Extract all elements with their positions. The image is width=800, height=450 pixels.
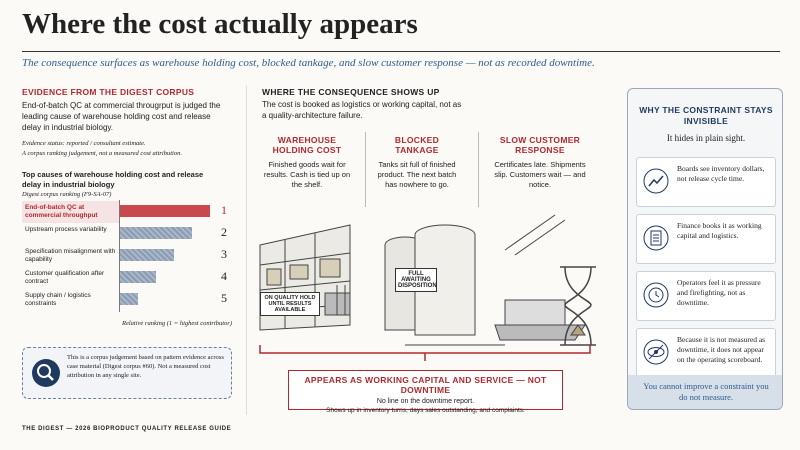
icon xyxy=(643,225,669,251)
icon xyxy=(643,339,669,365)
highlight xyxy=(22,201,120,223)
tank-sign: FULL AWAITING DISPOSITION xyxy=(395,268,437,292)
rank-bar xyxy=(120,271,156,283)
cause-label: End-of-batch QC at commercial throughput xyxy=(25,204,98,220)
result-box: APPEARS AS WORKING CAPITAL AND SERVICE —… xyxy=(288,370,563,414)
ranking-source: Digest corpus ranking (F9-SA-07) xyxy=(22,191,112,198)
middle-heading: WHERE THE CONSEQUENCE SHOWS UP xyxy=(262,87,440,97)
rank-bar xyxy=(120,249,174,261)
left-body: End-of-batch QC at commercial througrput… xyxy=(22,101,221,132)
divider xyxy=(365,132,366,207)
panel-title: WHY THE CONSTRAINT STAYS INVISIBLE xyxy=(639,105,773,127)
axis-line xyxy=(119,200,120,312)
hold-sign: ON QUALITY HOLD UNTIL RESULTS AVAILABLE xyxy=(260,292,320,316)
rule xyxy=(22,51,780,52)
middle-body: The cost is booked as logistics or worki… xyxy=(262,100,462,120)
divider xyxy=(246,85,247,415)
result-title: APPEARS AS WORKING CAPITAL AND SERVICE —… xyxy=(304,375,547,395)
reason-text: Operators feel it as pressure and firefi… xyxy=(677,278,761,307)
ranking-title: Top causes of warehouse holding cost and… xyxy=(22,170,204,189)
callout: This is a corpus judgement based on patt… xyxy=(22,347,232,399)
reason-text: Boards see inventory dollars, not releas… xyxy=(677,164,765,183)
reason: Boards see inventory dollars, not releas… xyxy=(636,157,776,207)
reason: Because it is not measured as downtime, … xyxy=(636,328,776,380)
panel-footer: You cannot improve a constraint you do n… xyxy=(628,375,782,409)
column-title: WAREHOUSE HOLDING COST xyxy=(272,135,342,155)
rank-bar xyxy=(120,205,210,217)
panel-subtitle: It hides in plain sight. xyxy=(666,133,746,143)
column-text: Finished goods wait for results. Cash is… xyxy=(263,160,351,190)
result-line: Shows up in inventory turns, days sales … xyxy=(326,407,525,414)
cause-label: Upstream process variability xyxy=(25,226,107,233)
divider xyxy=(478,132,479,207)
cause-label: Supply chain / logistics constraints xyxy=(25,292,91,308)
callout-text: This is a corpus judgement based on patt… xyxy=(67,354,224,379)
rank-bar xyxy=(120,227,192,239)
column-text: Tanks sit full of finished product. The … xyxy=(377,160,457,190)
subtitle: The consequence surfaces as warehouse ho… xyxy=(22,57,595,69)
side-panel: WHY THE CONSTRAINT STAYS INVISIBLE It hi… xyxy=(627,88,783,410)
ranking-note: Relative ranking (1 = highest contributo… xyxy=(122,320,232,327)
rank-number: 4 xyxy=(221,269,227,283)
icon xyxy=(643,282,669,308)
column-text: Certificates late. Shipments slip. Custo… xyxy=(494,160,586,190)
rank-number: 2 xyxy=(221,225,227,239)
left-heading: EVIDENCE FROM THE DIGEST CORPUS xyxy=(22,87,195,97)
rank-bar xyxy=(120,293,138,305)
cause-label: Customer qualification after contract xyxy=(25,270,105,286)
rank-number: 5 xyxy=(221,291,227,305)
reason-text: Finance books it as working capital and … xyxy=(677,221,762,240)
rank-number: 1 xyxy=(221,203,227,217)
reason: Operators feel it as pressure and firefi… xyxy=(636,271,776,321)
reason: Finance books it as working capital and … xyxy=(636,214,776,264)
result-line: No line on the downtime report. xyxy=(376,398,475,405)
search-icon xyxy=(32,359,60,387)
icon xyxy=(643,168,669,194)
rank-number: 3 xyxy=(221,247,227,261)
title: Where the cost actually appears xyxy=(22,8,418,40)
evidence-note: A corpus ranking judgement, not a measur… xyxy=(22,150,182,157)
reason-text: Because it is not measured as downtime, … xyxy=(677,335,766,364)
footer: THE DIGEST — 2026 BIOPRODUCT QUALITY REL… xyxy=(22,426,232,432)
cause-label: Specification misalignment with capabili… xyxy=(25,248,116,264)
column-title: BLOCKED TANKAGE xyxy=(394,135,440,155)
evidence-status: Evidence status: reported / consultant e… xyxy=(22,140,146,147)
column-title: SLOW CUSTOMER RESPONSE xyxy=(499,135,581,155)
